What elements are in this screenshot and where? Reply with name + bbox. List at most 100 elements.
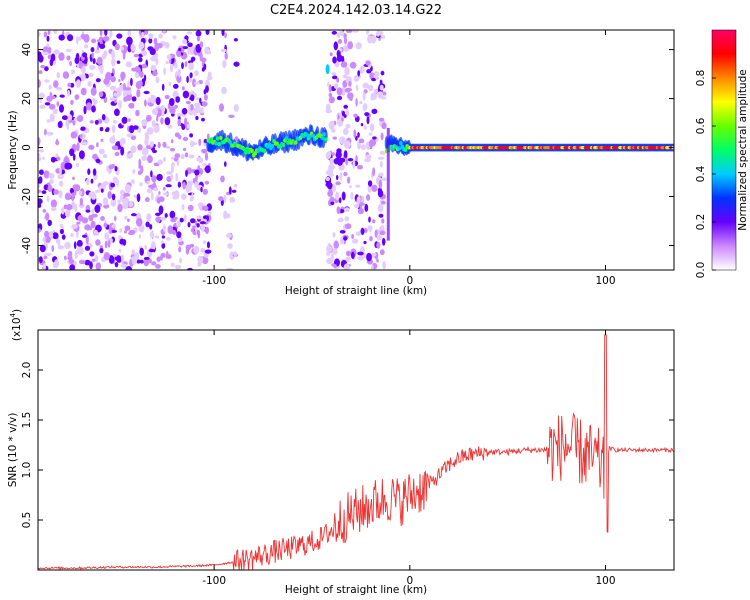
noise-cell xyxy=(358,202,365,206)
noise-cell xyxy=(44,79,50,83)
noise-cell xyxy=(347,176,351,184)
noise-cell xyxy=(58,52,65,61)
snr-panel: -100 0 100 0.5 1.0 1.5 2.0 Height of straight… xyxy=(7,309,675,596)
noise-cell xyxy=(170,147,175,152)
noise-cell xyxy=(196,36,201,42)
noise-cell xyxy=(351,234,354,239)
noise-cell xyxy=(66,123,70,130)
noise-cell xyxy=(342,74,348,79)
noise-cell xyxy=(355,184,361,188)
noise-cell xyxy=(166,237,171,241)
noise-cell xyxy=(59,94,65,98)
noise-cell xyxy=(132,125,139,130)
noise-cell xyxy=(90,178,94,184)
noise-cell xyxy=(343,140,351,149)
noise-cell xyxy=(145,221,150,228)
noise-cell xyxy=(229,251,235,260)
noise-cell xyxy=(376,258,379,263)
noise-cell xyxy=(343,104,349,109)
x-tick-label: 100 xyxy=(595,275,615,287)
noise-cell xyxy=(179,257,183,264)
noise-cell xyxy=(38,153,41,157)
noise-cell xyxy=(148,38,153,44)
noise-cell xyxy=(369,236,373,242)
noise-cell xyxy=(182,147,187,152)
noise-cell xyxy=(178,70,181,78)
noise-cell xyxy=(163,156,166,163)
noise-cell xyxy=(38,203,42,208)
noise-cell xyxy=(130,44,136,52)
noise-cell xyxy=(188,103,191,112)
noise-cell xyxy=(372,219,376,224)
noise-cell xyxy=(53,30,58,35)
noise-cell xyxy=(166,54,172,60)
noise-cell xyxy=(38,79,41,88)
noise-cell xyxy=(147,155,153,164)
noise-cell xyxy=(126,133,133,138)
noise-cell xyxy=(366,194,371,201)
noise-cell xyxy=(148,184,154,189)
colorbar: 0.0 0.2 0.4 0.6 0.8 Normalized spectral ampl… xyxy=(695,29,749,278)
noise-cell xyxy=(131,213,137,217)
noise-cell xyxy=(144,197,150,202)
signal-cell xyxy=(244,150,248,155)
noise-cell xyxy=(82,52,88,58)
noise-cell xyxy=(101,114,106,121)
noise-cell xyxy=(43,255,48,260)
noise-cell xyxy=(208,211,212,216)
noise-cell xyxy=(178,134,182,140)
noise-cell xyxy=(65,48,72,53)
noise-cell xyxy=(83,34,90,43)
noise-cell xyxy=(98,119,103,124)
noise-cell xyxy=(347,41,354,50)
colorbar-tick-label: 0.2 xyxy=(695,214,707,231)
noise-cell xyxy=(203,89,207,95)
noise-cell xyxy=(166,250,169,257)
noise-cell xyxy=(141,63,147,69)
noise-cell xyxy=(38,189,42,193)
noise-cell xyxy=(199,51,203,60)
noise-cell xyxy=(375,76,379,80)
noise-cell xyxy=(233,104,239,112)
noise-cell xyxy=(174,153,181,159)
noise-cell xyxy=(170,174,174,180)
noise-cell xyxy=(38,256,43,264)
noise-cell xyxy=(66,55,71,61)
y-tick-label: 2.0 xyxy=(21,362,33,379)
noise-cell xyxy=(150,94,155,99)
noise-cell xyxy=(328,96,335,104)
noise-cell xyxy=(353,75,360,82)
noise-cell xyxy=(38,169,44,175)
noise-cell xyxy=(104,30,108,36)
noise-cell xyxy=(344,37,347,45)
noise-cell xyxy=(109,136,116,144)
noise-cell xyxy=(44,66,49,72)
noise-cell xyxy=(89,261,93,270)
noise-cell xyxy=(364,203,369,212)
noise-cell xyxy=(127,30,132,37)
noise-cell xyxy=(205,226,209,234)
noise-cell xyxy=(104,232,110,240)
noise-cell xyxy=(340,61,348,68)
noise-cell xyxy=(102,181,109,186)
noise-cell xyxy=(90,87,97,96)
noise-cell xyxy=(59,228,64,235)
noise-cell xyxy=(164,213,168,218)
noise-cell xyxy=(76,36,79,45)
noise-cell xyxy=(229,196,235,203)
noise-cell xyxy=(121,116,128,124)
noise-cell xyxy=(99,247,104,254)
noise-cell xyxy=(185,169,188,177)
noise-cell xyxy=(57,245,65,250)
noise-cell xyxy=(365,60,371,66)
noise-cell xyxy=(70,233,74,237)
noise-cell xyxy=(339,48,343,52)
noise-cell xyxy=(228,186,232,195)
spectrogram-x-ticks: -100 0 100 xyxy=(202,30,616,287)
noise-cell xyxy=(205,30,210,35)
noise-cell xyxy=(119,189,125,195)
noise-cell xyxy=(351,238,359,244)
noise-cell xyxy=(197,229,201,239)
noise-cell xyxy=(194,92,197,98)
noise-cell xyxy=(195,174,198,181)
